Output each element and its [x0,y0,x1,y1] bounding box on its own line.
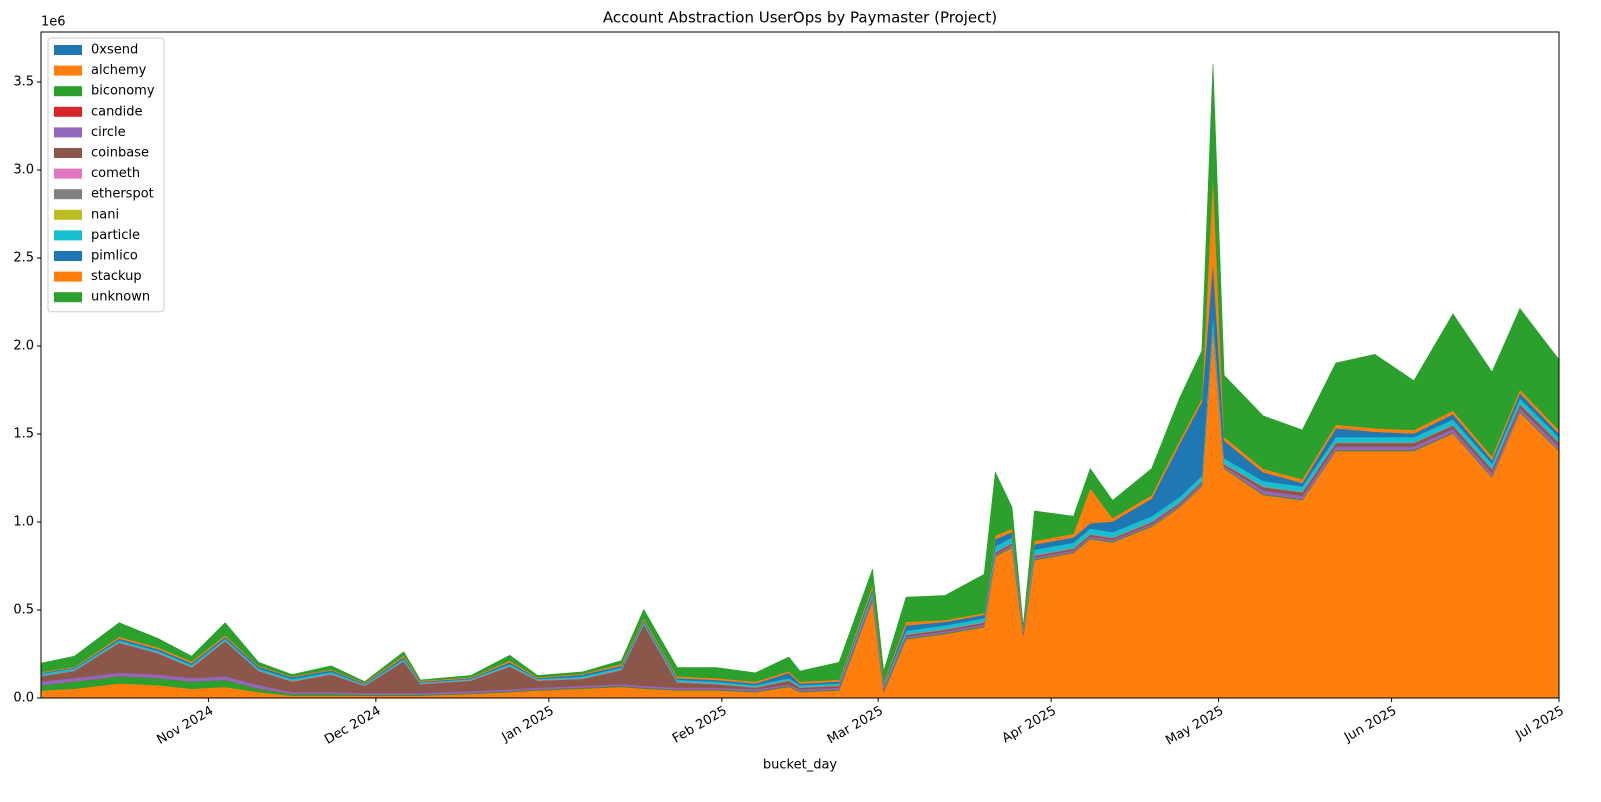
legend-swatch [54,65,82,76]
x-tick-label: Mar 2025 [825,704,886,748]
legend-label: pimlico [91,249,138,264]
x-tick-label: Nov 2024 [154,704,216,748]
legend-label: stackup [91,269,142,284]
x-tick-label: Jan 2025 [499,704,557,746]
legend-swatch [54,86,82,97]
legend-label: candide [91,104,142,119]
x-tick-label: Jun 2025 [1341,704,1399,746]
y-tick-label: 2.0 [13,338,34,353]
legend-swatch [54,209,82,220]
x-tick-label: Jul 2025 [1513,704,1567,744]
legend-label: cometh [91,166,140,181]
legend-label: biconomy [91,84,155,99]
legend-swatch [54,251,82,261]
legend-swatch [54,271,82,282]
legend-label: coinbase [91,146,149,161]
x-tick-label: May 2025 [1163,704,1226,749]
legend-swatch [54,230,82,241]
y-tick-label: 1.5 [13,426,34,441]
legend-label: 0xsend [91,43,138,58]
legend-swatch [54,189,82,200]
y-tick-label: 1.0 [13,514,34,529]
legend: 0xsend alchemy biconomy candide circle coinba… [47,37,165,313]
y-tick-label: 3.0 [13,162,34,177]
x-tick-label: Dec 2024 [322,704,384,748]
legend-label: unknown [91,290,150,305]
y-tick-label: 3.5 [13,74,34,89]
legend-label: etherspot [91,187,154,202]
legend-swatch [54,106,82,117]
plot-frame [40,31,1560,699]
legend-label: alchemy [91,63,147,78]
chart-title: Account Abstraction UserOps by Paymaster… [603,9,997,27]
y-tick-label: 0.5 [13,602,34,617]
y-tick-label: 0.0 [13,691,34,706]
legend-label: particle [91,228,140,243]
areas [40,63,1560,699]
legend-label: nani [91,207,119,222]
legend-box [47,37,165,313]
legend-swatch [54,45,82,55]
legend-label: circle [91,125,126,140]
y-offset-label: 1e6 [41,15,66,30]
legend-swatch [54,168,82,179]
legend-swatch [54,148,82,158]
legend-swatch [54,127,82,138]
x-tick-label: Feb 2025 [670,704,730,747]
x-tick-label: Apr 2025 [1000,704,1059,747]
y-tick-label: 2.5 [13,250,34,265]
x-axis-label: bucket_day [763,758,838,773]
legend-swatch [54,292,82,303]
